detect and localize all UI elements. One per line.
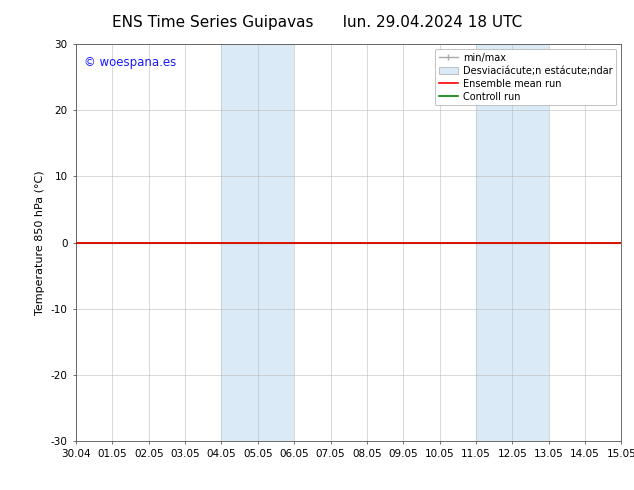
Bar — [258, 44, 294, 441]
Bar — [221, 44, 258, 441]
Text: ENS Time Series Guipavas      lun. 29.04.2024 18 UTC: ENS Time Series Guipavas lun. 29.04.2024… — [112, 15, 522, 30]
Bar — [512, 44, 548, 441]
Legend: min/max, Desviaciácute;n estácute;ndar, Ensemble mean run, Controll run: min/max, Desviaciácute;n estácute;ndar, … — [435, 49, 616, 105]
Text: © woespana.es: © woespana.es — [84, 56, 176, 69]
Bar — [476, 44, 512, 441]
Y-axis label: Temperature 850 hPa (°C): Temperature 850 hPa (°C) — [36, 170, 45, 315]
